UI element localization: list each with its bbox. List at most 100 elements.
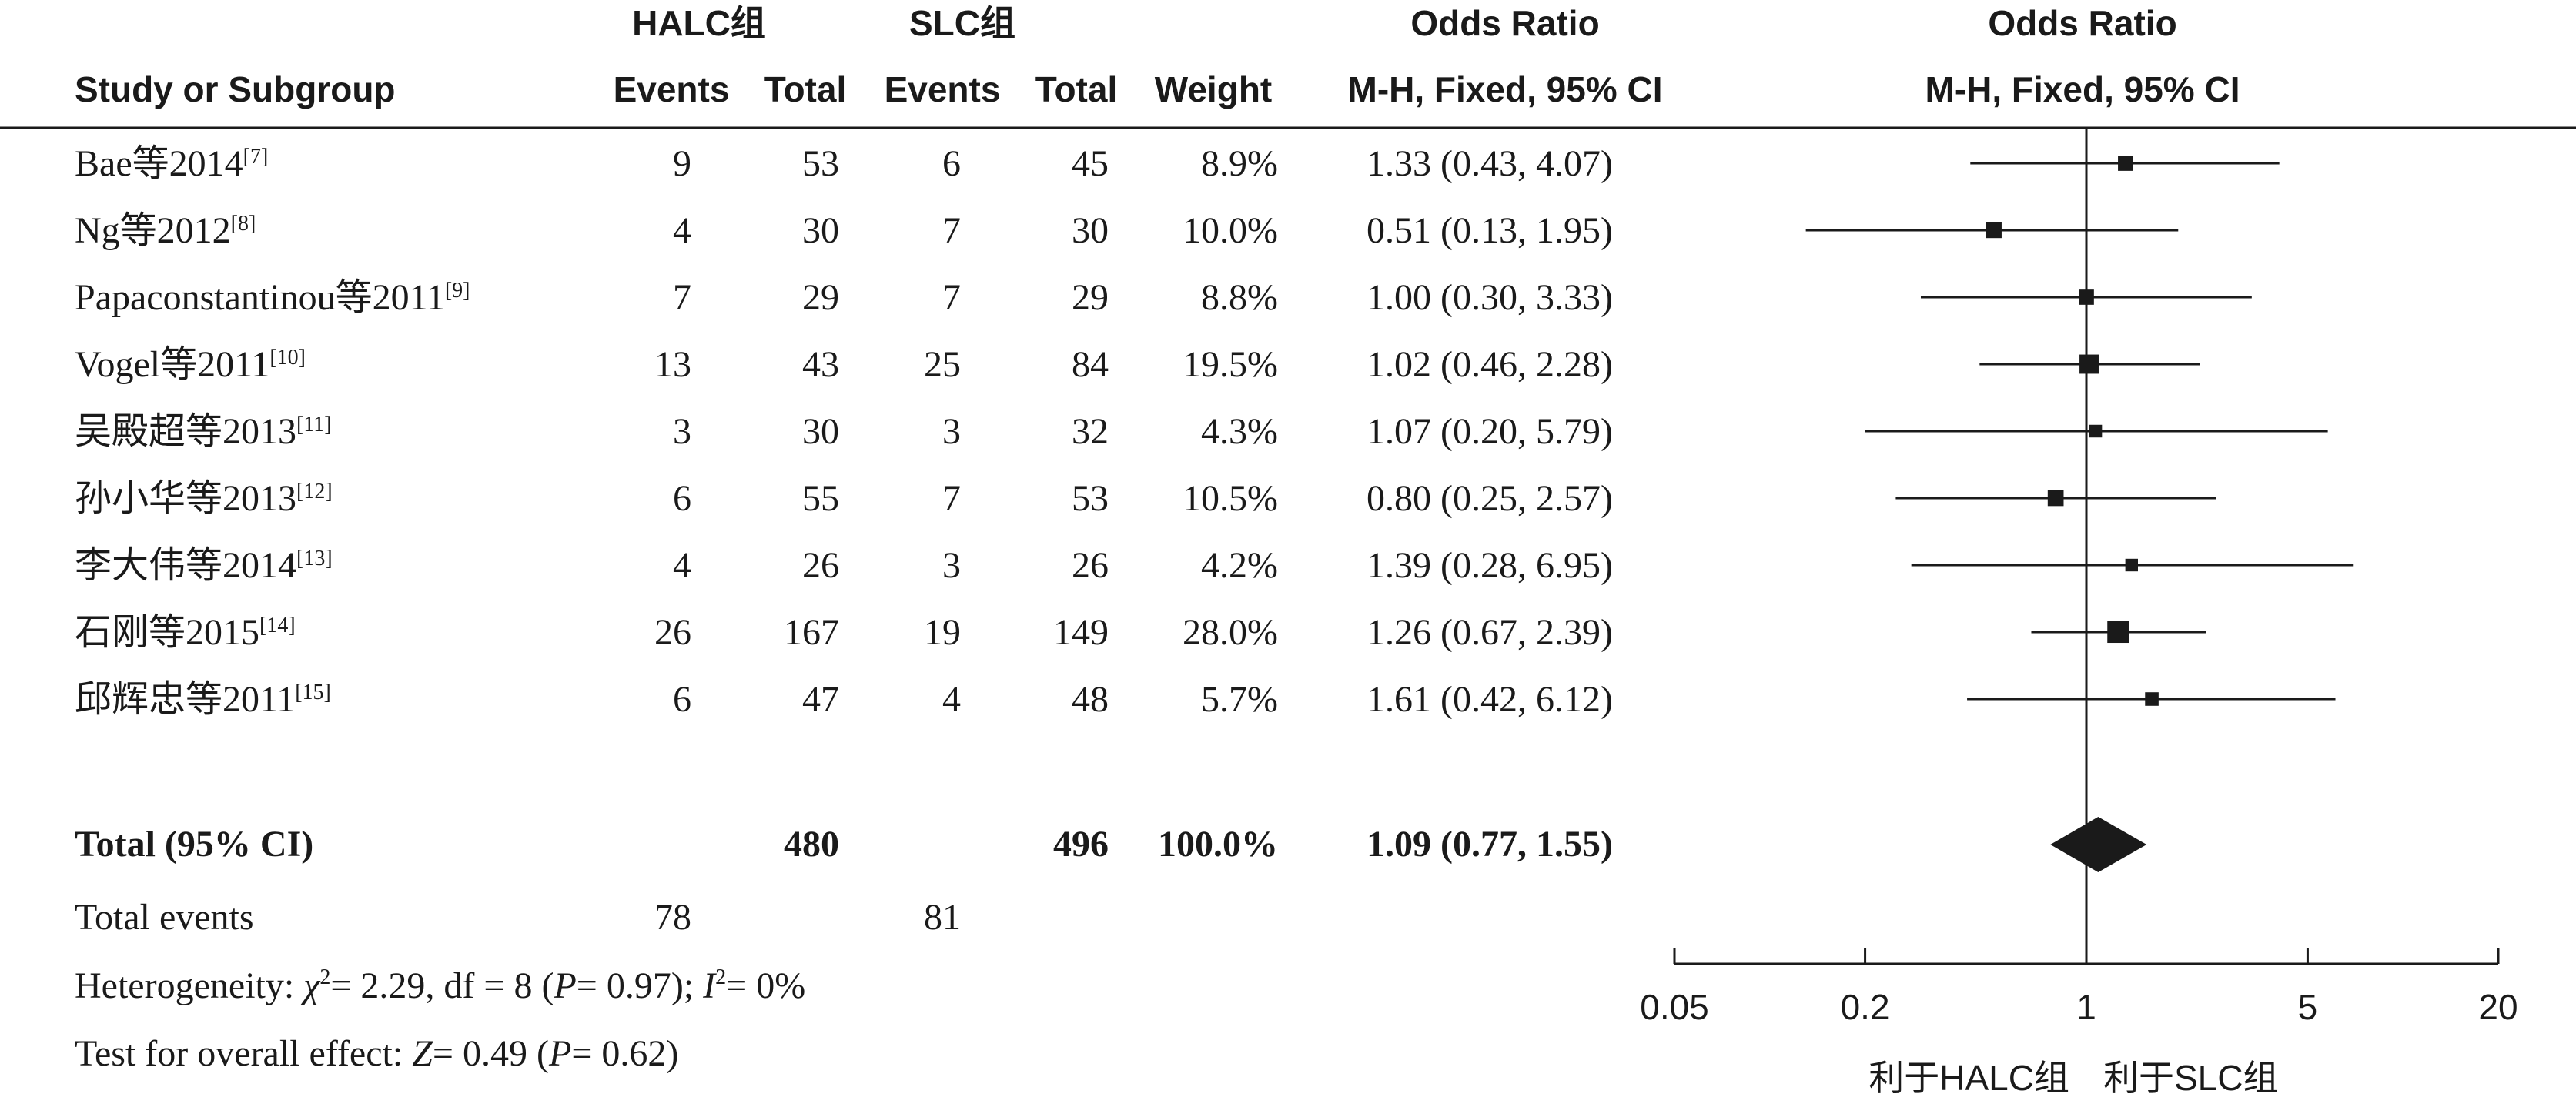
study-name: 李大伟等2014[13]: [75, 545, 333, 586]
table-header: HALC组 SLC组 Odds Ratio Odds Ratio Study o…: [0, 3, 2576, 129]
x-tick-label: 20: [2478, 987, 2517, 1027]
favours-right-label: 利于SLC组: [2103, 1058, 2278, 1098]
heterogeneity-text: Heterogeneity: χ2= 2.29, df = 8 (P= 0.97…: [75, 965, 805, 1006]
study-events1: 6: [673, 679, 691, 720]
col-method: M-H, Fixed, 95% CI: [1348, 69, 1663, 109]
total-events1: 78: [654, 897, 691, 938]
x-axis: 0.05 0.2 1 5 20 利于HALC组 利于SLC组: [1640, 948, 2518, 1098]
study-row: Bae等2014[7] 9 53 6 45 8.9% 1.33 (0.43, 4.07): [75, 143, 1613, 184]
study-ci: 1.33 (0.43, 4.07): [1367, 143, 1613, 184]
study-name: Papaconstantinou等2011[9]: [75, 277, 470, 318]
study-weight: 8.9%: [1201, 143, 1278, 184]
study-total1: 53: [802, 143, 839, 184]
total-label: Total (95% CI): [75, 824, 313, 865]
or-title: Odds Ratio: [1410, 3, 1599, 43]
forest-marks: [1805, 128, 2354, 964]
pooled-diamond: [2050, 817, 2147, 872]
study-weight: 10.5%: [1183, 478, 1278, 519]
col-weight: Weight: [1155, 69, 1272, 109]
col-events2: Events: [885, 69, 1001, 109]
study-ci: 1.00 (0.30, 3.33): [1367, 277, 1613, 318]
study-name: 邱辉忠等2011[15]: [75, 679, 331, 720]
study-total1: 55: [802, 478, 839, 519]
col-events1: Events: [614, 69, 730, 109]
total-events2: 81: [924, 897, 961, 938]
study-events2: 3: [942, 545, 961, 586]
study-total1: 26: [802, 545, 839, 586]
group2-header: SLC组: [909, 3, 1015, 43]
study-events2: 4: [942, 679, 961, 720]
study-events1: 6: [673, 478, 691, 519]
study-total2: 32: [1072, 411, 1109, 452]
study-row: 李大伟等2014[13] 4 26 3 26 4.2% 1.39 (0.28, 6.95): [75, 545, 1613, 586]
study-name: Ng等2012[8]: [75, 210, 256, 251]
or-square: [2089, 424, 2103, 438]
total-total2: 496: [1053, 824, 1109, 865]
study-name: Vogel等2011[10]: [75, 344, 306, 385]
or-square: [2145, 692, 2159, 706]
study-ci: 0.80 (0.25, 2.57): [1367, 478, 1613, 519]
study-events1: 13: [654, 344, 691, 385]
study-total2: 84: [1072, 344, 1109, 385]
study-weight: 4.2%: [1201, 545, 1278, 586]
study-ci: 1.39 (0.28, 6.95): [1367, 545, 1613, 586]
or-square: [2047, 490, 2064, 507]
study-total2: 53: [1072, 478, 1109, 519]
study-events2: 25: [924, 344, 961, 385]
study-events1: 9: [673, 143, 691, 184]
col-total1: Total: [764, 69, 846, 109]
study-total2: 26: [1072, 545, 1109, 586]
study-weight: 28.0%: [1183, 612, 1278, 653]
favours-left-label: 利于HALC组: [1868, 1058, 2069, 1098]
study-total2: 30: [1072, 210, 1109, 251]
study-ci: 1.02 (0.46, 2.28): [1367, 344, 1613, 385]
study-events1: 7: [673, 277, 691, 318]
study-events1: 4: [673, 545, 691, 586]
study-name: 石刚等2015[14]: [75, 612, 296, 653]
x-tick-label: 1: [2076, 987, 2096, 1027]
study-row: 邱辉忠等2011[15] 6 47 4 48 5.7% 1.61 (0.42, 6.12): [75, 679, 1613, 720]
study-rows: Bae等2014[7] 9 53 6 45 8.9% 1.33 (0.43, 4.07) Ng…: [75, 143, 1613, 720]
study-row: Papaconstantinou等2011[9] 7 29 7 29 8.8% 1.00 (…: [75, 277, 1613, 318]
group1-header: HALC组: [632, 3, 766, 43]
study-ci: 0.51 (0.13, 1.95): [1367, 210, 1613, 251]
col-total2: Total: [1035, 69, 1117, 109]
study-row: Ng等2012[8] 4 30 7 30 10.0% 0.51 (0.13, 1.95): [75, 210, 1613, 251]
or-square: [2079, 354, 2099, 374]
study-ci: 1.61 (0.42, 6.12): [1367, 679, 1613, 720]
total-total1: 480: [784, 824, 839, 865]
study-ci: 1.07 (0.20, 5.79): [1367, 411, 1613, 452]
study-weight: 8.8%: [1201, 277, 1278, 318]
study-name: Bae等2014[7]: [75, 143, 268, 184]
or-square: [2118, 156, 2133, 171]
x-tick-label: 5: [2298, 987, 2318, 1027]
x-tick-label: 0.05: [1640, 987, 1709, 1027]
study-weight: 10.0%: [1183, 210, 1278, 251]
study-total1: 30: [802, 411, 839, 452]
total-weight: 100.0%: [1158, 824, 1278, 865]
study-total1: 47: [802, 679, 839, 720]
study-row: 石刚等2015[14] 26 167 19 149 28.0% 1.26 (0.67, 2.…: [75, 612, 1613, 653]
study-total2: 45: [1072, 143, 1109, 184]
study-events2: 7: [942, 210, 961, 251]
totals-section: Total (95% CI) 480 496 100.0% 1.09 (0.77…: [75, 824, 1613, 1074]
study-events2: 7: [942, 478, 961, 519]
study-row: 吴殿超等2013[11] 3 30 3 32 4.3% 1.07 (0.20, 5.79): [75, 411, 1613, 452]
study-events1: 4: [673, 210, 691, 251]
study-events1: 3: [673, 411, 691, 452]
study-row: Vogel等2011[10] 13 43 25 84 19.5% 1.02 (0.46, 2…: [75, 344, 1613, 385]
total-events-label: Total events: [75, 897, 254, 938]
or-square: [1986, 222, 2002, 239]
x-tick-label: 0.2: [1841, 987, 1890, 1027]
or-square: [2107, 621, 2129, 644]
study-total1: 30: [802, 210, 839, 251]
col-study: Study or Subgroup: [75, 69, 396, 109]
plot-title: Odds Ratio: [1988, 3, 2176, 43]
study-events1: 26: [654, 612, 691, 653]
study-name: 孙小华等2013[12]: [75, 478, 333, 519]
study-total1: 167: [784, 612, 839, 653]
study-weight: 19.5%: [1183, 344, 1278, 385]
study-row: 孙小华等2013[12] 6 55 7 53 10.5% 0.80 (0.25, 2.57): [75, 478, 1613, 519]
study-weight: 5.7%: [1201, 679, 1278, 720]
